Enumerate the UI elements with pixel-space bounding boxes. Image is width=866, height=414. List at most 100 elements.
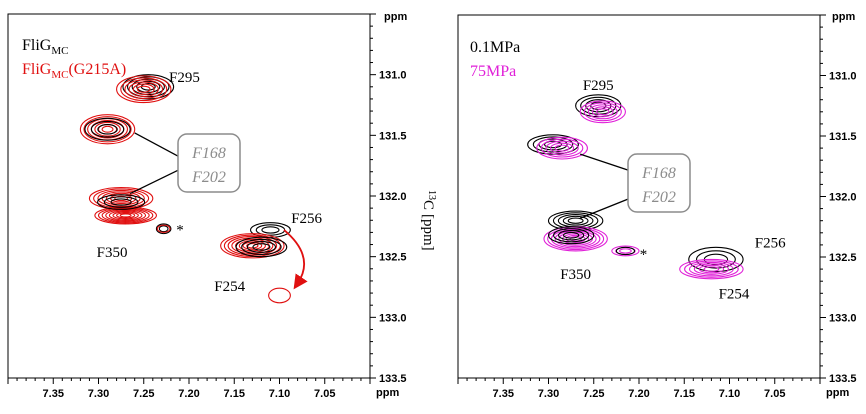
peak-contour (97, 194, 146, 210)
peak-contour (547, 210, 604, 231)
contour-ring (544, 140, 563, 149)
contour-ring (227, 235, 278, 256)
contour-ring (116, 212, 136, 219)
contour-ring (587, 104, 618, 120)
x-tick-label: 7.10 (719, 388, 740, 400)
right-connectors (579, 153, 635, 219)
left-box-label-f202: F202 (191, 169, 226, 186)
peak-contour (155, 223, 172, 235)
contour-ring (695, 250, 736, 269)
contour-ring (246, 241, 277, 253)
contour-ring (156, 224, 171, 233)
contour-ring (108, 210, 143, 221)
peak-contour (84, 117, 131, 141)
contour-ring (120, 77, 168, 102)
contour-ring (261, 226, 280, 234)
contour-ring (97, 207, 154, 224)
y-tick-label: 133.0 (379, 312, 407, 324)
contour-ring (693, 263, 730, 275)
contour-ring (136, 80, 161, 93)
asterisk-label: * (176, 222, 184, 238)
contour-ring (105, 192, 137, 205)
contour-ring (547, 227, 605, 251)
peak-contour (536, 136, 588, 160)
peak-contour (579, 100, 626, 124)
y-tick-label: 132.0 (379, 191, 407, 203)
peak-contour (116, 75, 172, 104)
left-y-axis: 131.0 131.5 132.0 132.5 133.0 133.5 (370, 13, 407, 385)
left-peaks (79, 74, 291, 304)
contour-ring (105, 209, 147, 222)
left-legend-series-2: FliGMC(G215A) (22, 61, 126, 81)
right-y-unit: ppm (832, 11, 855, 23)
right-x-axis: 7.35 7.30 7.25 7.20 7.15 7.10 7.05 (457, 378, 821, 400)
contour-ring (83, 116, 132, 143)
y-tick-label: 131.0 (379, 70, 407, 82)
contour-ring (562, 215, 589, 226)
contour-ring (536, 136, 588, 160)
contour-ring (114, 195, 129, 202)
contour-ring (122, 74, 175, 100)
x-tick-label: 7.25 (133, 388, 154, 400)
contour-ring (679, 258, 744, 280)
contour-ring (103, 196, 139, 208)
contour-ring (554, 144, 570, 152)
peak-contour (615, 246, 636, 256)
contour-ring (558, 229, 585, 241)
contour-ring (268, 287, 291, 304)
connector-line (579, 195, 635, 219)
contour-ring (101, 125, 114, 133)
left-y-axis-label: 13C[ppm] (420, 190, 437, 251)
peak-label: F295 (169, 70, 200, 86)
right-box-label-f168: F168 (641, 165, 676, 182)
y-tick-label: 131.5 (379, 130, 407, 142)
x-tick-label: 7.30 (88, 388, 109, 400)
peak-label: F256 (755, 235, 786, 251)
x-tick-label: 7.20 (628, 388, 649, 400)
contour-ring (112, 211, 139, 220)
peak-contour (156, 224, 171, 233)
x-tick-label: 7.05 (314, 388, 335, 400)
contour-ring (545, 140, 579, 156)
y-tick-label: 131.5 (829, 131, 857, 143)
contour-ring (567, 217, 584, 224)
peak-contour (79, 114, 136, 145)
peak-label: F254 (719, 286, 750, 302)
contour-ring (688, 261, 734, 277)
contour-ring (703, 266, 720, 272)
peak-label: F254 (214, 279, 245, 295)
y-tick-label: 133.5 (379, 373, 407, 385)
contour-ring (246, 243, 259, 249)
connector-line (579, 153, 635, 173)
contour-ring (615, 246, 636, 256)
contour-ring (241, 238, 282, 256)
peak-contour (235, 236, 288, 258)
contour-ring (552, 228, 590, 243)
contour-ring (97, 124, 118, 135)
left-connectors (129, 132, 308, 290)
right-legend-series-1: 0.1MPa (470, 39, 520, 56)
contour-ring (131, 78, 165, 96)
y-tick-label: 132.0 (829, 192, 857, 204)
left-overlap-box (177, 133, 241, 193)
contour-ring (547, 210, 604, 231)
peak-contour (122, 74, 175, 100)
contour-ring (619, 248, 632, 254)
right-peaks (527, 94, 744, 280)
peak-label: F350 (560, 267, 591, 283)
connector-line (134, 132, 181, 158)
contour-ring (684, 260, 739, 278)
contour-ring (532, 136, 574, 153)
contour-ring (94, 121, 121, 137)
y-tick-label: 133.0 (829, 313, 857, 325)
x-tick-label: 7.20 (178, 388, 199, 400)
contour-ring (591, 106, 614, 118)
contour-ring (116, 75, 172, 104)
peak-contour (547, 226, 595, 245)
contour-ring (550, 142, 575, 154)
y-tick-label: 132.5 (829, 252, 857, 264)
contour-ring (158, 225, 169, 233)
peak-label: F295 (583, 78, 614, 94)
x-tick-label: 7.05 (764, 388, 785, 400)
contour-ring (84, 117, 131, 141)
